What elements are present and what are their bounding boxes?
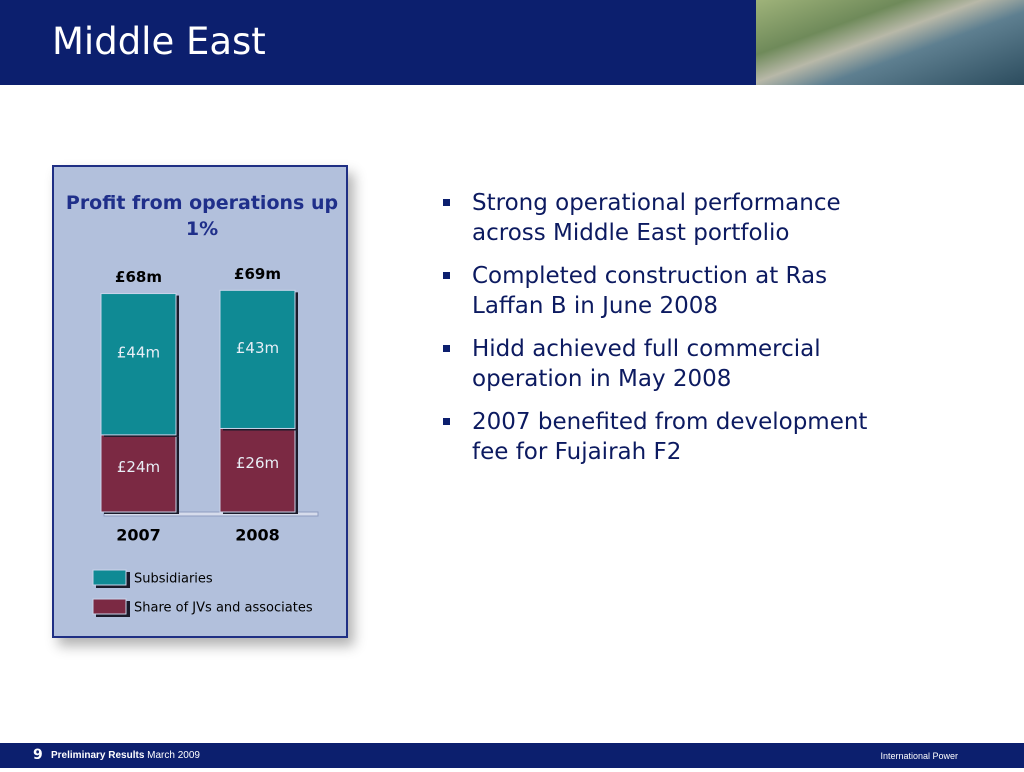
value-label: £24m [117,458,160,476]
bar-segment [100,434,177,513]
value-label: £44m [117,343,160,361]
bullet: Hidd achieved full commercial operation … [440,334,892,394]
bullet: Completed construction at Ras Laffan B i… [440,261,892,321]
footer-bar [0,743,1024,768]
bullet: Strong operational performance across Mi… [440,188,892,248]
bullet: 2007 benefited from development fee for … [440,407,892,467]
legend-label: Share of JVs and associates [134,601,313,616]
bullet-list: Strong operational performance across Mi… [440,188,892,480]
header-photo [756,0,1024,85]
legend-label: Subsidiaries [134,572,213,587]
bar-segment [219,427,296,513]
footer-company: International Power [880,751,958,761]
legend-swatch [92,569,127,586]
chart-title: Profit from operations up 1% [65,192,339,240]
legend-swatch [92,598,127,615]
slide-title: Middle East [52,20,266,63]
value-label: £43m [236,339,279,357]
total-label: £69m [234,265,281,283]
total-label: £68m [115,268,162,286]
bar-segment [219,289,296,429]
bar-segment [100,293,177,436]
footer-text: Preliminary Results March 2009 [51,750,200,761]
value-label: £26m [236,454,279,472]
page-number: 9 [33,747,43,763]
x-tick-label: 2007 [116,526,161,545]
x-tick-label: 2008 [235,526,280,545]
footer-date: March 2009 [147,750,200,761]
footer-name: Preliminary Results [51,750,145,761]
